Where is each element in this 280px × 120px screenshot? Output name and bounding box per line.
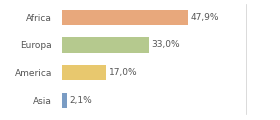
Bar	[62, 10, 188, 25]
Text: 2,1%: 2,1%	[69, 96, 92, 105]
Text: 47,9%: 47,9%	[190, 13, 219, 22]
Bar	[62, 65, 106, 80]
Bar	[62, 37, 149, 53]
Text: 17,0%: 17,0%	[109, 68, 137, 77]
Text: 33,0%: 33,0%	[151, 41, 179, 49]
Bar	[62, 93, 67, 108]
